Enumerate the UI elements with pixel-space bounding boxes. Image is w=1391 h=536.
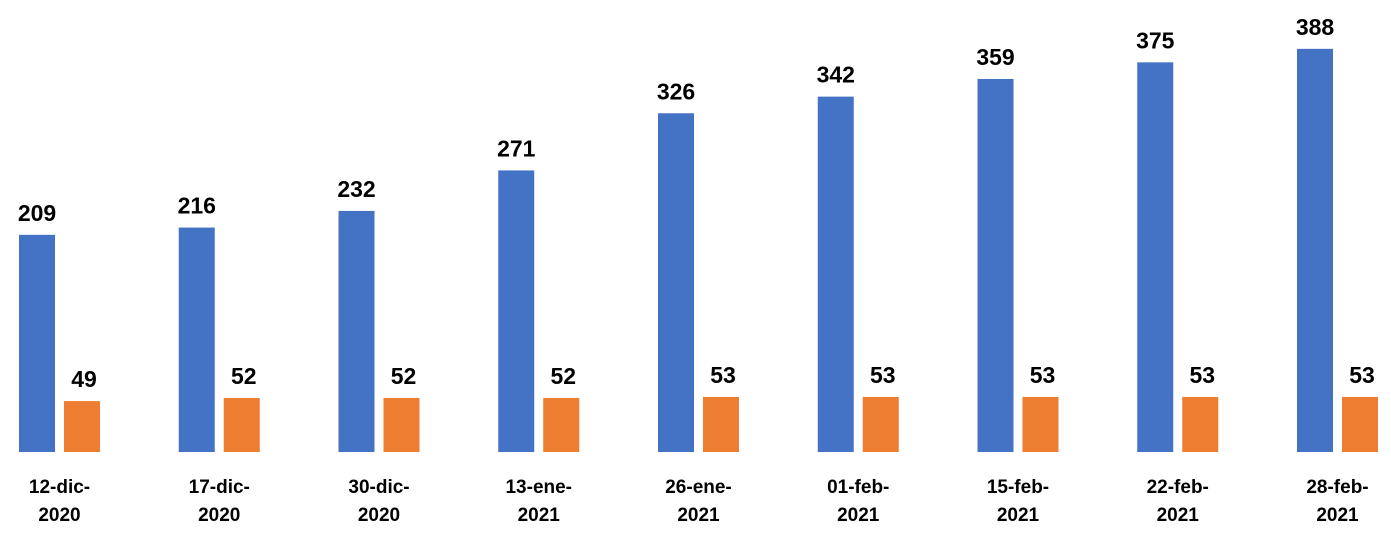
x-tick-label: 12-dic-2020: [28, 477, 91, 526]
x-tick-label: 15-feb-2021: [986, 477, 1050, 526]
x-tick-label: 28-feb-2021: [1306, 477, 1369, 526]
bar: [498, 170, 535, 453]
bar: [543, 397, 580, 452]
bar: [223, 397, 260, 452]
x-tick-label: 13-ene-2021: [505, 477, 573, 526]
value-label: 52: [550, 363, 576, 389]
bar: [862, 396, 899, 452]
x-tick-label: 01-feb-2021: [827, 477, 890, 526]
value-label: 375: [1136, 27, 1175, 53]
bar: [1342, 396, 1378, 452]
x-tick-label: 26-ene-2021: [665, 477, 732, 526]
x-tick-label: 30-dic-2020: [348, 477, 410, 526]
value-label: 53: [870, 362, 896, 388]
value-label: 209: [18, 200, 56, 226]
bar: [658, 113, 694, 453]
bar: [1137, 62, 1174, 453]
bar: [19, 234, 55, 452]
value-label: 232: [337, 176, 375, 202]
x-tick-label: 22-feb-2021: [1146, 477, 1209, 526]
bar: [977, 78, 1014, 452]
value-label: 53: [1189, 362, 1215, 388]
value-label: 53: [710, 362, 736, 388]
value-label: 326: [657, 78, 695, 104]
bar: [64, 401, 100, 452]
value-label: 388: [1296, 14, 1335, 40]
value-label: 52: [391, 363, 417, 389]
x-tick-label: 17-dic-2020: [188, 477, 250, 526]
value-label: 53: [1030, 362, 1056, 388]
bar: [383, 397, 420, 452]
value-label: 359: [976, 44, 1014, 70]
bar: [178, 227, 215, 452]
bar: [1297, 48, 1333, 452]
value-label: 342: [817, 62, 855, 88]
bar: [1022, 396, 1059, 452]
value-label: 52: [231, 363, 257, 389]
bar: [1182, 396, 1219, 452]
bar: [703, 396, 739, 452]
bar: [817, 96, 854, 452]
value-label: 216: [178, 193, 216, 219]
bar: [338, 210, 375, 452]
value-label: 271: [497, 135, 536, 161]
value-label: 49: [71, 366, 97, 392]
value-label: 53: [1349, 362, 1375, 388]
